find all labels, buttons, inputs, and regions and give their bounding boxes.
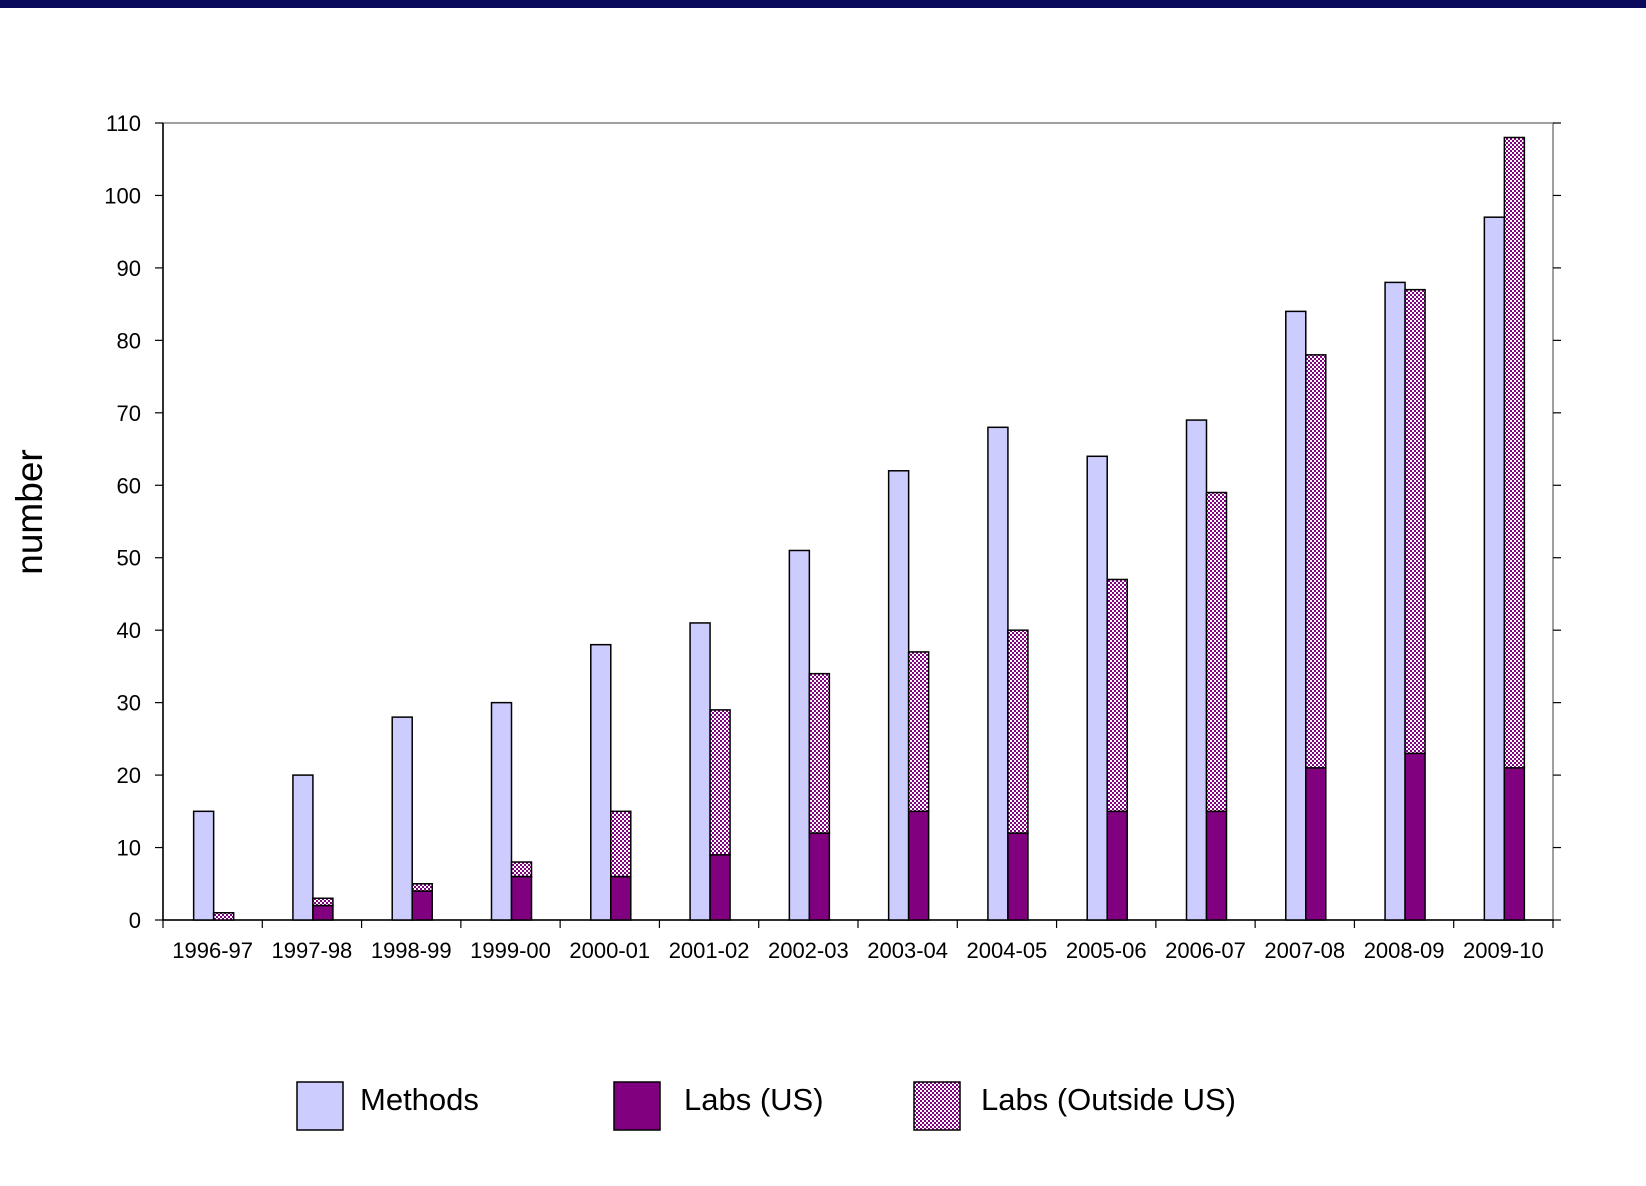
legend: Methods Labs (US) Labs (Outside US) bbox=[296, 1081, 1236, 1131]
bar-methods bbox=[1384, 281, 1406, 921]
top-band bbox=[0, 0, 1646, 8]
x-tick-label: 2005-06 bbox=[1066, 938, 1147, 963]
y-tick-label: 80 bbox=[117, 328, 141, 353]
bar-methods bbox=[689, 622, 711, 921]
y-tick-label: 30 bbox=[117, 691, 141, 716]
x-tick-label: 2008-09 bbox=[1364, 938, 1445, 963]
bar-labs-outside-us bbox=[1007, 629, 1029, 834]
x-tick-label: 1998-99 bbox=[371, 938, 452, 963]
bar-labs-outside-us bbox=[610, 810, 632, 878]
bar-labs-outside-us bbox=[1404, 288, 1426, 755]
bar-labs-us bbox=[1404, 752, 1426, 921]
bar-labs-us bbox=[510, 875, 533, 921]
bar-labs-us bbox=[1205, 810, 1228, 921]
bar-labs-outside-us bbox=[709, 709, 731, 856]
bar-labs-outside-us bbox=[411, 883, 433, 892]
bar-labs-us bbox=[1503, 767, 1526, 921]
y-tick-label: 110 bbox=[106, 111, 141, 136]
y-tick-label: 0 bbox=[129, 908, 141, 933]
bar-labs-outside-us bbox=[212, 912, 235, 921]
x-tick-label: 1996-97 bbox=[172, 938, 253, 963]
y-tick-label: 100 bbox=[104, 183, 141, 208]
x-tick-label: 2009-10 bbox=[1463, 938, 1544, 963]
bar-labs-us bbox=[411, 890, 433, 921]
x-tick-label: 2007-08 bbox=[1264, 938, 1345, 963]
legend-label: Labs (US) bbox=[684, 1082, 824, 1117]
bar-methods bbox=[1285, 310, 1307, 921]
x-tick-label: 2006-07 bbox=[1165, 938, 1246, 963]
x-tick-label: 1997-98 bbox=[272, 938, 353, 963]
bar-methods bbox=[1483, 216, 1506, 921]
bar-labs-us bbox=[709, 854, 731, 921]
x-tick-label: 2002-03 bbox=[768, 938, 849, 963]
x-tick-label: 1999-00 bbox=[470, 938, 551, 963]
legend-swatch bbox=[913, 1081, 961, 1131]
bar-labs-us bbox=[1305, 767, 1327, 921]
bar-labs-outside-us bbox=[1503, 136, 1526, 769]
y-tick-label: 70 bbox=[117, 401, 141, 426]
bar-methods bbox=[1086, 455, 1108, 921]
bar-labs-us bbox=[312, 904, 334, 921]
plot-area: 0 10 20 30 40 50 60 70 80 90 100 110 1996-97 1997-98 1… bbox=[104, 111, 1561, 963]
bar-labs-outside-us bbox=[1205, 491, 1228, 813]
bar-methods bbox=[987, 426, 1009, 921]
bar-labs-us bbox=[610, 875, 632, 921]
bar-methods bbox=[292, 774, 314, 921]
bar-methods bbox=[490, 701, 513, 921]
y-axis-label: number bbox=[9, 449, 50, 574]
legend-label: Labs (Outside US) bbox=[981, 1082, 1236, 1117]
legend-swatch bbox=[613, 1081, 661, 1131]
bar-methods bbox=[192, 810, 215, 921]
legend-label: Methods bbox=[360, 1082, 479, 1117]
x-tick-label: 2004-05 bbox=[967, 938, 1048, 963]
x-tick-label: 2003-04 bbox=[867, 938, 948, 963]
y-tick-label: 50 bbox=[117, 546, 141, 571]
x-tick-label: 2000-01 bbox=[569, 938, 650, 963]
y-tick-label: 60 bbox=[117, 473, 141, 498]
bar-labs-us bbox=[1007, 832, 1029, 921]
bar-methods bbox=[887, 470, 910, 921]
y-tick-label: 20 bbox=[117, 763, 141, 788]
bar-methods bbox=[391, 716, 413, 921]
bar-methods bbox=[788, 549, 811, 921]
legend-swatch bbox=[296, 1081, 344, 1131]
plot-frame bbox=[162, 122, 1554, 921]
bar-labs-outside-us bbox=[1305, 354, 1327, 769]
bar-labs-outside-us bbox=[808, 672, 831, 834]
bar-labs-outside-us bbox=[312, 897, 334, 907]
x-tick-label: 2001-02 bbox=[669, 938, 750, 963]
bar-labs-outside-us bbox=[510, 861, 533, 878]
bar-labs-us bbox=[907, 810, 930, 921]
bar-methods bbox=[1185, 419, 1208, 921]
bar-labs-outside-us bbox=[1106, 578, 1128, 813]
bar-labs-outside-us bbox=[907, 651, 930, 813]
y-tick-label: 40 bbox=[117, 618, 141, 643]
y-tick-label: 90 bbox=[117, 256, 141, 281]
bar-labs-us bbox=[1106, 810, 1128, 921]
bar-labs-us bbox=[808, 832, 831, 921]
bar-methods bbox=[590, 643, 612, 921]
y-tick-label: 10 bbox=[117, 836, 141, 861]
